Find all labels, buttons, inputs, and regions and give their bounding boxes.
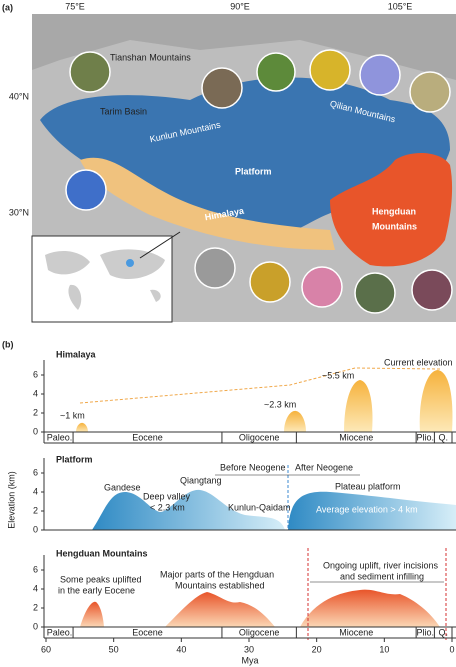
epoch-label: Oligocene — [239, 432, 280, 442]
epoch-label: Paleo. — [47, 627, 73, 637]
y-tick-label: 2 — [33, 407, 38, 417]
note: Gandese — [104, 482, 141, 492]
mountain-shape — [344, 380, 373, 432]
y-tick-label: 4 — [33, 486, 38, 496]
note: and sediment infilling — [340, 571, 424, 581]
photo — [360, 55, 400, 95]
x-tick-label: 50 — [109, 644, 119, 654]
note: Kunlun-Qaidam — [228, 502, 291, 512]
note: Qiangtang — [180, 475, 222, 485]
photo — [70, 52, 110, 92]
y-tick-label: 2 — [33, 602, 38, 612]
panel-label: (b) — [2, 339, 14, 349]
region-label: Tarim Basin — [100, 106, 147, 116]
panel-label: (a) — [2, 2, 13, 12]
y-tick-label: 0 — [33, 426, 38, 436]
note: Average elevation > 4 km — [316, 504, 418, 514]
epoch-label: Eocene — [132, 627, 163, 637]
region-label: Hengduan — [372, 206, 416, 216]
note: Plateau platform — [335, 481, 401, 491]
x-tick-label: 0 — [449, 644, 454, 654]
photo — [195, 248, 235, 288]
photo — [202, 68, 242, 108]
lon-label: 90°E — [230, 1, 250, 11]
note: ~2.3 km — [264, 399, 296, 409]
trend-line — [80, 368, 440, 403]
x-tick-label: 60 — [41, 644, 51, 654]
subplot-title: Himalaya — [56, 349, 97, 359]
mountain-shape — [80, 602, 104, 627]
note: < 2.3 km — [150, 502, 185, 512]
x-tick-label: 20 — [312, 644, 322, 654]
note: Before Neogene — [220, 462, 286, 472]
photo — [302, 267, 342, 307]
y-tick-label: 4 — [33, 388, 38, 398]
epoch-label: Paleo. — [47, 432, 73, 442]
y-axis-label: Elevation (km) — [6, 471, 16, 529]
photo — [410, 72, 450, 112]
note: Some peaks uplifted — [60, 574, 142, 584]
epoch-label: Q. — [438, 627, 448, 637]
y-tick-label: 4 — [33, 583, 38, 593]
epoch-label: Q. — [438, 432, 448, 442]
note: in the early Eocene — [58, 585, 135, 595]
photo — [310, 50, 350, 90]
y-tick-label: 6 — [33, 369, 38, 379]
x-tick-label: 10 — [379, 644, 389, 654]
mountain-shape — [300, 590, 440, 627]
inset-map — [32, 236, 172, 322]
x-tick-label: 30 — [244, 644, 254, 654]
figure: (a) 75°E 90°E 105°E 40°N 30°N Tianshan M… — [0, 0, 456, 667]
note: Deep valley — [143, 491, 191, 501]
x-tick-label: 40 — [176, 644, 186, 654]
lat-label: 40°N — [9, 91, 29, 101]
note: After Neogene — [295, 462, 353, 472]
note: Mountains established — [175, 580, 265, 590]
note: Ongoing uplift, river incisions — [323, 560, 439, 570]
note: Current elevation — [384, 357, 453, 367]
note: Major parts of the Hengduan — [160, 569, 274, 579]
lat-label: 30°N — [9, 207, 29, 217]
epoch-label: Miocene — [339, 432, 373, 442]
epoch-label: Miocene — [339, 627, 373, 637]
y-tick-label: 6 — [33, 467, 38, 477]
lon-label: 105°E — [388, 1, 413, 11]
mountain-shape — [420, 370, 453, 432]
photo — [66, 170, 106, 210]
note: ~1 km — [60, 410, 85, 420]
subplot-title: Hengduan Mountains — [56, 548, 148, 558]
subplot-title: Platform — [56, 454, 93, 464]
inset-highlight — [126, 259, 134, 267]
epoch-label: Plio. — [417, 627, 435, 637]
y-tick-label: 0 — [33, 621, 38, 631]
lon-label: 75°E — [65, 1, 85, 11]
mountain-shape — [284, 411, 306, 432]
region-label: Platform — [235, 166, 272, 176]
mountain-shape — [76, 423, 88, 432]
region-label: Mountains — [372, 221, 417, 231]
y-tick-label: 0 — [33, 524, 38, 534]
y-tick-label: 2 — [33, 505, 38, 515]
photo — [250, 262, 290, 302]
photo — [257, 53, 295, 91]
x-axis-label: Mya — [241, 655, 258, 665]
mountain-shape — [165, 592, 275, 627]
epoch-label: Plio. — [417, 432, 435, 442]
photo — [412, 270, 452, 310]
region-label: Tianshan Mountains — [110, 52, 191, 62]
photo — [355, 273, 395, 313]
note: ~5.5 km — [322, 370, 354, 380]
epoch-label: Eocene — [132, 432, 163, 442]
epoch-label: Oligocene — [239, 627, 280, 637]
y-tick-label: 6 — [33, 564, 38, 574]
